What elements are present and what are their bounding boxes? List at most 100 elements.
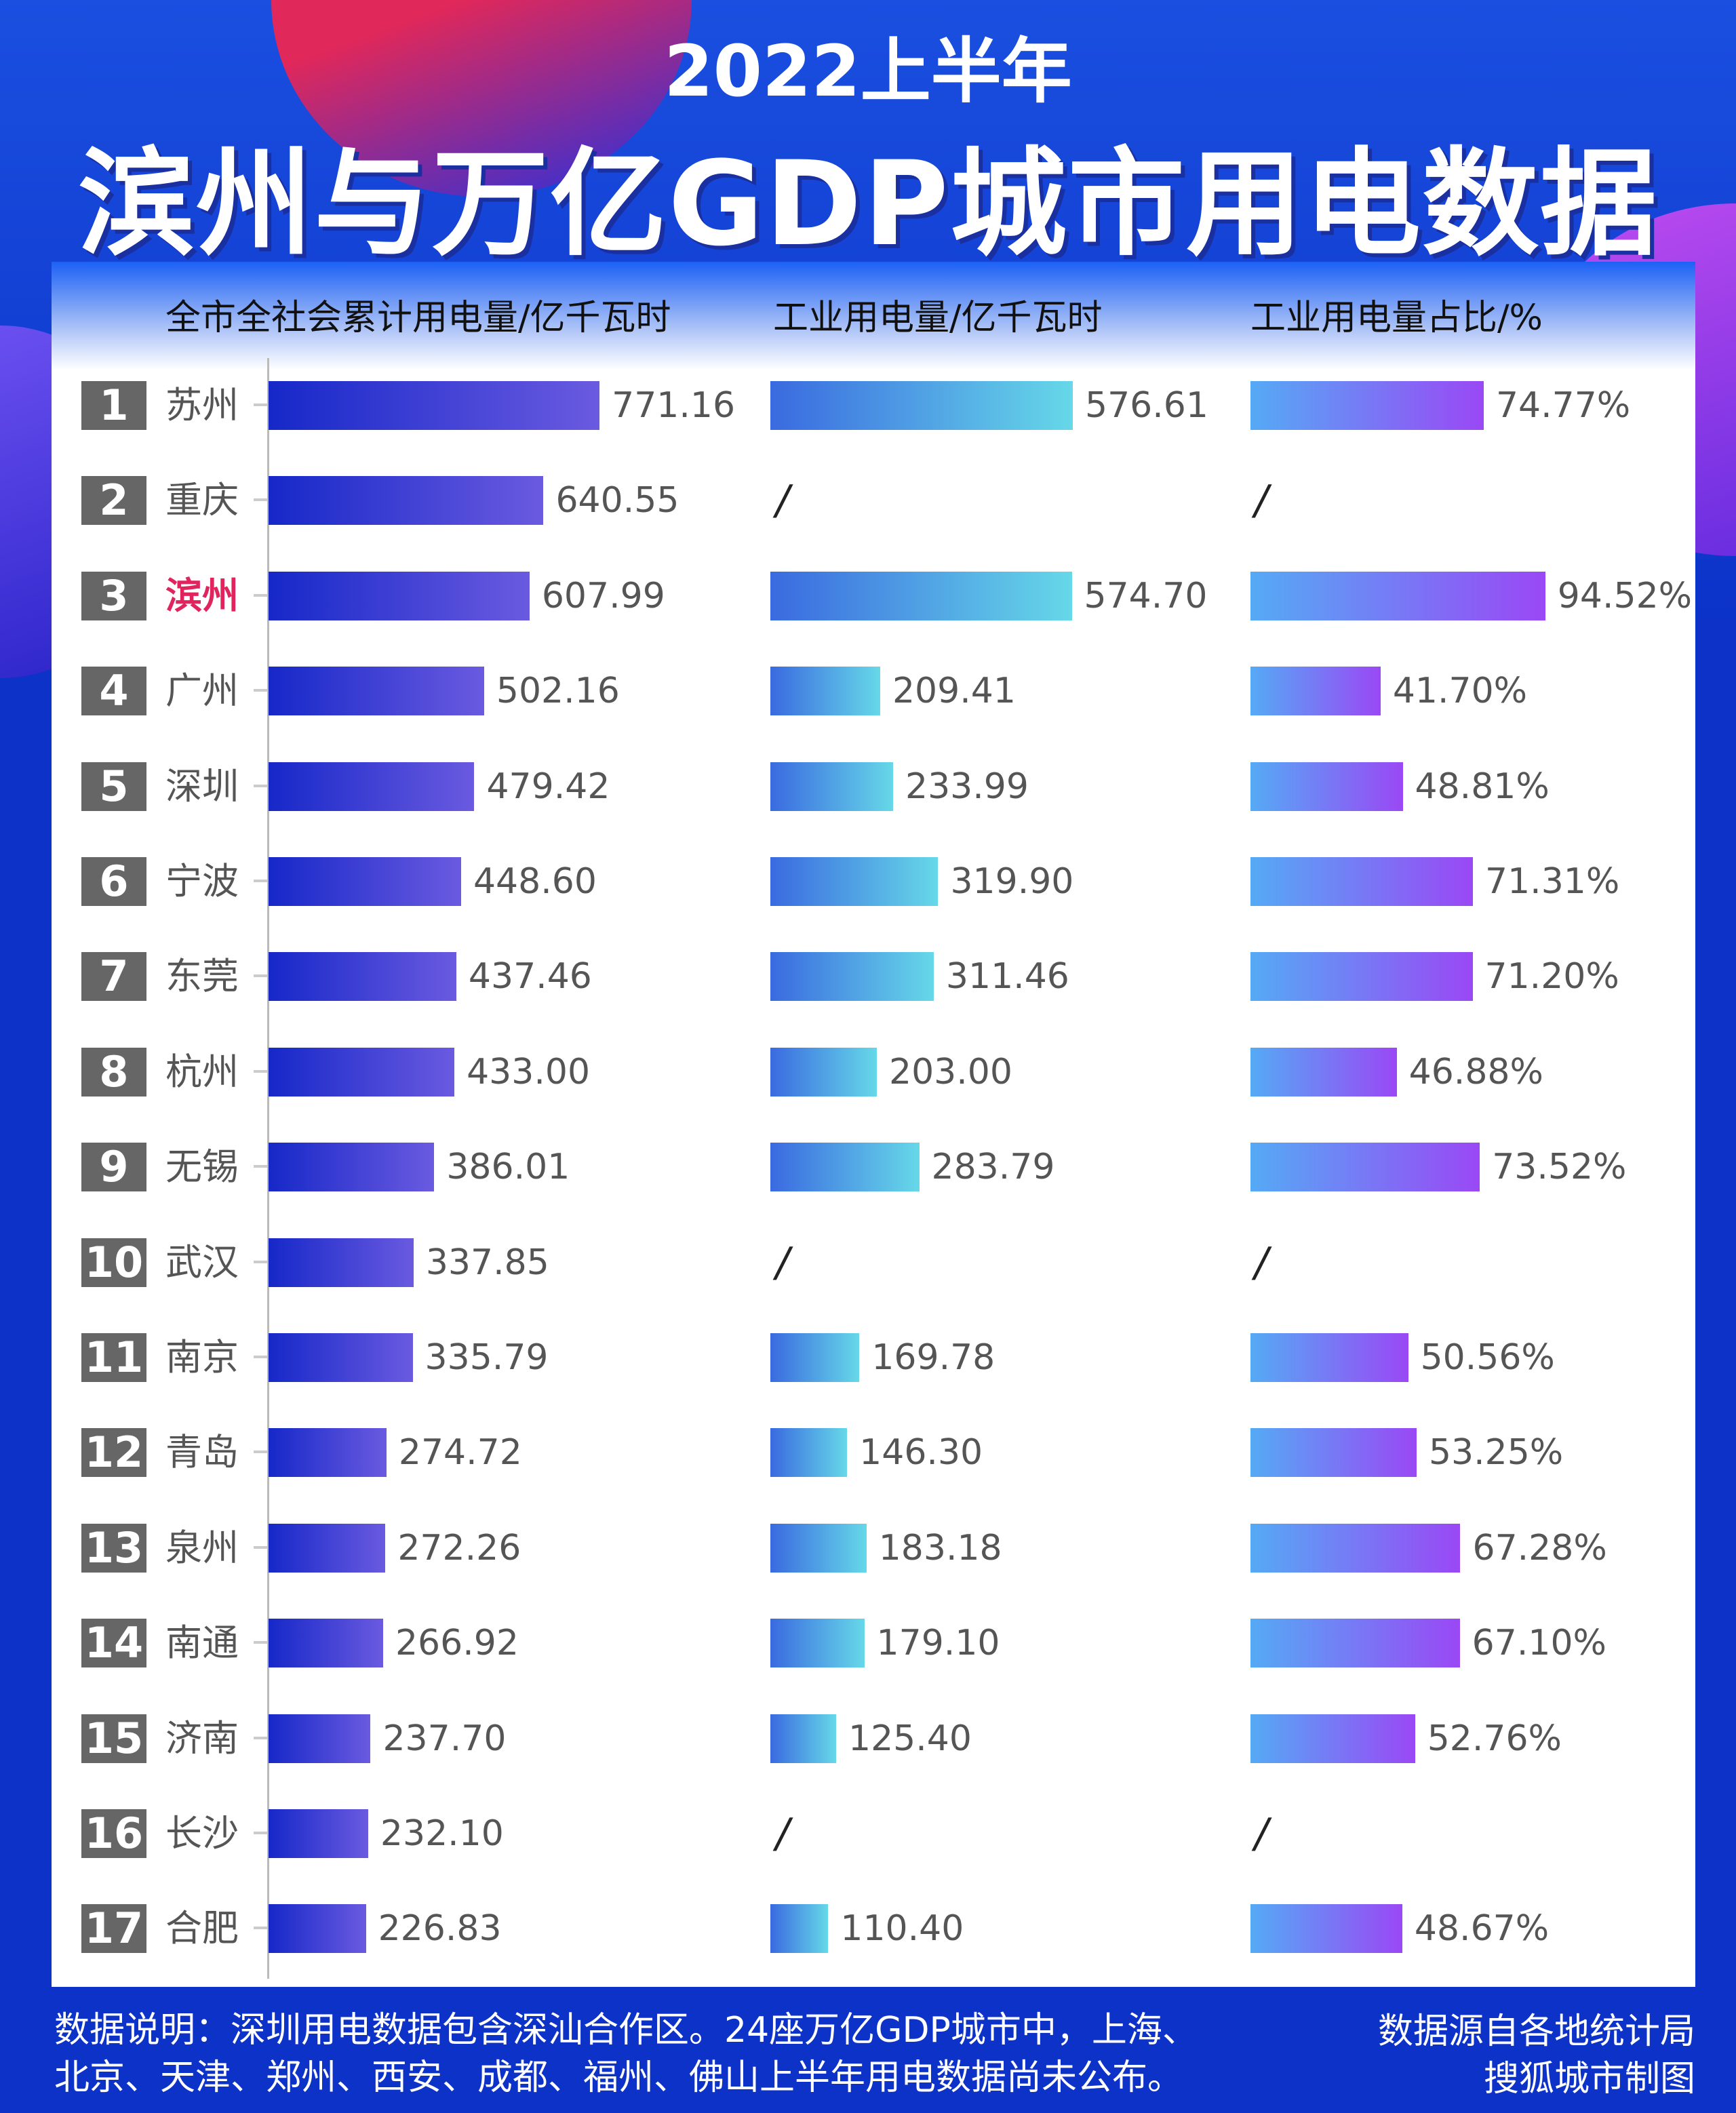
- axis-tick: [254, 1450, 267, 1454]
- axis-tick: [254, 1927, 267, 1930]
- value-share: 46.88%: [1408, 1051, 1543, 1092]
- bar-industrial: [770, 1428, 848, 1478]
- table-row: 9 无锡 386.01 283.79 73.52%: [52, 1143, 1695, 1192]
- city-label: 杭州: [165, 1050, 239, 1093]
- page-title: 滨州与万亿GDP城市用电数据: [77, 136, 1658, 272]
- value-share: 73.52%: [1492, 1147, 1627, 1188]
- rank-badge: 8: [81, 1047, 146, 1097]
- header-industrial: 工业用电量/亿千瓦时: [773, 298, 1103, 338]
- city-label: 合肥: [165, 1907, 239, 1950]
- city-label: 南通: [165, 1621, 239, 1665]
- bar-share: [1250, 1428, 1417, 1478]
- rank-badge: 1: [81, 381, 146, 430]
- rank-badge: 17: [81, 1904, 146, 1954]
- bar-share: [1250, 1333, 1408, 1382]
- axis-tick: [254, 1545, 267, 1549]
- footer-source: 数据源自各地统计局: [1377, 2011, 1695, 2052]
- axis-tick: [254, 880, 267, 882]
- axis-line: [267, 358, 269, 1979]
- value-share: 50.56%: [1420, 1337, 1555, 1378]
- axis-tick: [254, 784, 267, 787]
- city-label: 滨州: [165, 574, 239, 617]
- value-share: /: [1255, 1810, 1269, 1857]
- city-label: 南京: [165, 1336, 239, 1379]
- axis-tick: [254, 498, 267, 502]
- footer-note-2: 北京、天津、郑州、西安、成都、福州、佛山上半年用电数据尚未公布。: [54, 2057, 1183, 2098]
- rank-badge: 6: [81, 857, 146, 906]
- value-total: 640.55: [555, 480, 679, 521]
- city-label: 青岛: [165, 1431, 239, 1474]
- bar-share: [1250, 762, 1403, 811]
- rank-badge: 11: [81, 1333, 146, 1382]
- bar-industrial: [770, 667, 880, 716]
- rank-badge: 15: [81, 1714, 146, 1763]
- value-industrial: 233.99: [905, 766, 1029, 807]
- rank-badge: 16: [81, 1809, 146, 1858]
- axis-tick: [254, 1736, 267, 1739]
- table-row: 12 青岛 274.72 146.30 53.25%: [52, 1428, 1695, 1478]
- bar-total: [269, 1428, 387, 1478]
- value-industrial: 209.41: [892, 671, 1016, 712]
- city-label: 长沙: [165, 1812, 239, 1855]
- value-share: 48.81%: [1415, 766, 1550, 807]
- city-label: 东莞: [165, 955, 239, 998]
- value-total: 335.79: [425, 1337, 549, 1378]
- axis-tick: [254, 1260, 267, 1263]
- bar-total: [269, 952, 456, 1002]
- bar-total: [269, 571, 530, 620]
- value-share: 94.52%: [1557, 575, 1693, 616]
- table-row: 14 南通 266.92 179.10 67.10%: [52, 1619, 1695, 1668]
- value-industrial: 576.61: [1085, 385, 1208, 426]
- bar-industrial: [770, 1047, 877, 1097]
- header-share: 工业用电量占比/%: [1250, 298, 1543, 338]
- axis-tick: [254, 974, 267, 978]
- value-share: 71.20%: [1484, 956, 1619, 998]
- bar-industrial: [770, 1619, 865, 1668]
- rank-badge: 4: [81, 667, 146, 716]
- value-total: 274.72: [398, 1432, 522, 1474]
- value-total: 448.60: [473, 861, 597, 902]
- value-industrial: 311.46: [945, 956, 1069, 998]
- value-share: 48.67%: [1414, 1908, 1550, 1950]
- axis-tick: [254, 1165, 267, 1168]
- bar-industrial: [770, 1904, 829, 1954]
- city-label: 广州: [165, 669, 239, 713]
- value-share: 41.70%: [1392, 671, 1528, 712]
- value-industrial: /: [776, 1810, 790, 1857]
- bar-share: [1250, 1143, 1480, 1192]
- value-share: 71.31%: [1485, 861, 1620, 902]
- value-total: 266.92: [395, 1623, 519, 1664]
- value-industrial: 125.40: [848, 1718, 972, 1759]
- rank-badge: 14: [81, 1619, 146, 1668]
- value-industrial: 319.90: [950, 861, 1074, 902]
- axis-tick: [254, 1832, 267, 1834]
- bar-industrial: [770, 1714, 836, 1763]
- header-band: [52, 262, 1695, 370]
- bar-total: [269, 1904, 366, 1954]
- footer-note-1: 数据说明：深圳用电数据包含深汕合作区。24座万亿GDP城市中，上海、: [54, 2010, 1198, 2051]
- value-total: 272.26: [397, 1527, 521, 1568]
- axis-tick: [254, 1069, 267, 1073]
- rank-badge: 5: [81, 762, 146, 811]
- city-label: 宁波: [165, 860, 239, 903]
- bar-share: [1250, 1619, 1460, 1668]
- value-share: 52.76%: [1427, 1718, 1562, 1759]
- bar-total: [269, 1047, 455, 1097]
- bar-industrial: [770, 381, 1073, 430]
- table-row: 13 泉州 272.26 183.18 67.28%: [52, 1523, 1695, 1573]
- axis-tick: [254, 689, 267, 692]
- table-row: 11 南京 335.79 169.78 50.56%: [52, 1333, 1695, 1382]
- bar-total: [269, 1809, 368, 1858]
- bar-share: [1250, 381, 1484, 430]
- value-share: /: [1255, 477, 1269, 525]
- bar-total: [269, 667, 484, 716]
- bar-share: [1250, 857, 1474, 906]
- bar-industrial: [770, 952, 934, 1002]
- value-total: 232.10: [380, 1813, 504, 1854]
- rank-badge: 9: [81, 1143, 146, 1192]
- table-row: 15 济南 237.70 125.40 52.76%: [52, 1714, 1695, 1763]
- bar-share: [1250, 571, 1545, 620]
- value-industrial: 146.30: [859, 1432, 983, 1474]
- table-row: 3 滨州 607.99 574.70 94.52%: [52, 571, 1695, 620]
- bar-share: [1250, 1523, 1461, 1573]
